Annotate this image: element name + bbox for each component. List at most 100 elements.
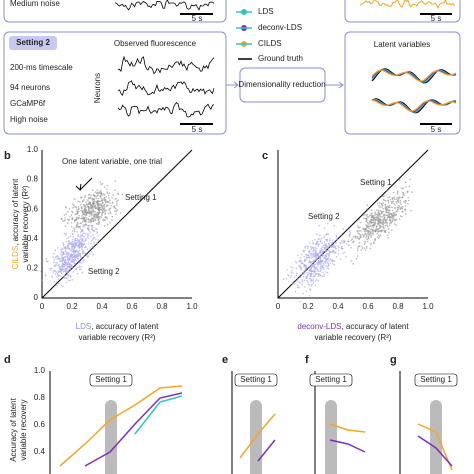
panel-label: d [4,354,11,366]
scatter-dot [373,230,375,233]
scatter-dot [104,199,107,201]
scatter-dot [101,209,104,211]
scatter-dot [344,251,346,254]
scatter-dot [387,202,390,204]
scatter-dot [76,272,79,275]
scatter-dot [93,237,96,239]
scatter-dot [63,252,65,254]
scatter-dot [76,239,78,242]
x-tick-label: 1.0 [422,302,434,311]
y-tick-label: 0 [34,293,39,302]
scatter-dot [332,250,335,253]
scatter-dot [83,246,86,249]
scatter-dot [333,225,335,227]
scatter-dot [373,217,376,219]
scatter-dot [105,201,107,204]
scatter-dot [69,263,71,265]
scatter-dot [63,247,65,249]
scatter-dot [377,230,380,233]
scatter-dot [391,217,394,219]
scatter-dot [55,255,58,258]
scatter-dot [327,243,330,245]
text: 5 s [431,14,442,23]
scatter-dot [90,206,93,209]
scatter-dot [323,243,326,246]
scatter-dot [55,281,58,284]
scatter-dot [367,236,370,239]
scatter-dot [303,279,306,282]
scatter-dot [327,233,330,235]
y-tick-label: 0.8 [27,175,39,184]
scatter-dot [320,237,323,240]
scatter-dot [71,203,74,205]
scatter-dot [285,277,288,280]
scatter-dot [390,221,393,224]
scatter-dot [53,280,56,283]
scatter-dot [59,260,62,263]
scatter-dot [310,255,313,257]
scatter-dot [106,191,108,193]
x-tick-label: 0.2 [66,302,78,311]
scatter-dot [328,239,331,242]
scatter-dot [319,274,322,277]
scatter-dot [378,224,380,226]
scatter-dot [314,270,317,272]
latent-trace [371,69,457,83]
scatter-dot [388,231,390,234]
scatter-dot [97,218,99,220]
scatter-dot [392,212,395,214]
scatter-dot [380,225,382,228]
scatter-dot [319,259,322,262]
scatter-dot [377,217,380,219]
scatter-dot [91,226,94,229]
box-latent [344,31,461,135]
scatter-dot [331,241,334,244]
scatter-dot [348,233,351,236]
scatter-dot [100,204,102,206]
scatter-dot [322,254,324,257]
scatter-dot [366,229,368,232]
scatter-dot [68,270,70,273]
scatter-dot [69,215,71,218]
scatter-dot [404,181,407,184]
scatter-dot [401,207,404,210]
scatter-dot [75,237,77,240]
scatter-dot [375,227,378,229]
scatter-dot [310,257,312,259]
panel-label: c [262,150,268,162]
scatter-dot [379,235,381,238]
scatter-dot [65,255,67,258]
scatter-dot [386,211,388,214]
scatter-dot [392,218,394,221]
scatter-dot [101,194,104,197]
scatter-dot [317,245,320,247]
scatter-dot [66,256,69,258]
scatter-dot [395,213,397,216]
text: Accuracy of latent [9,397,18,461]
scatter-dot [96,189,99,191]
scatter-dot [323,273,326,276]
scatter-dot [325,244,328,247]
scatter-dot [79,255,82,257]
scatter-dot [328,260,330,262]
scatter-dot [377,234,380,237]
text: variable recovery (R²) [315,333,392,342]
scatter-dot [95,216,98,219]
scatter-dot [96,242,98,245]
scatter-dot [93,205,96,208]
curve [417,435,453,467]
scatter-dot [95,197,97,200]
scatter-dot [75,244,78,247]
scatter-dot [314,238,316,241]
scatter-dot [79,225,81,228]
scatter-dot [366,219,368,221]
scatter-dot [315,251,317,254]
scatter-dot [384,203,387,206]
scatter-dot [363,212,366,215]
scatter-dot [308,272,311,275]
scatter-dot [65,261,68,264]
scatter-dot [402,210,404,213]
text: Observed fluorescence [114,39,197,48]
scatter-dot [99,181,102,183]
